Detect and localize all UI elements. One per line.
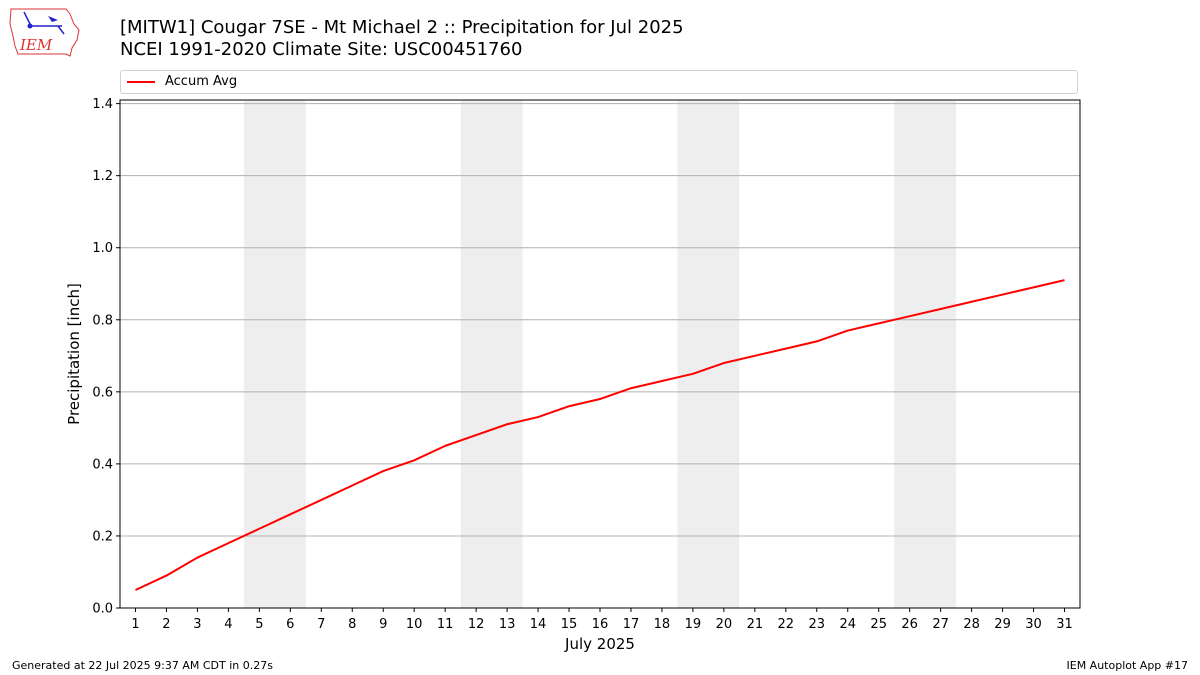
x-tick-label: 15 [561, 617, 578, 632]
x-tick-label: 21 [747, 617, 764, 632]
x-tick-label: 4 [224, 617, 232, 632]
x-tick-label: 13 [499, 617, 516, 632]
x-axis-label: July 2025 [564, 635, 635, 653]
iem-logo: IEM [9, 8, 80, 57]
y-tick-label: 0.0 [92, 602, 113, 617]
x-tick-label: 11 [437, 617, 454, 632]
weekend-band-3 [677, 100, 740, 608]
x-tick-label: 25 [870, 617, 887, 632]
y-tick-label: 0.8 [92, 313, 113, 328]
x-tick-label: 6 [286, 617, 294, 632]
x-tick-label: 14 [530, 617, 547, 632]
x-tick-label: 8 [348, 617, 356, 632]
x-tick-label: 12 [468, 617, 485, 632]
x-tick-label: 30 [1025, 617, 1042, 632]
weekend-band-2 [460, 100, 523, 608]
y-tick-label: 0.2 [92, 529, 113, 544]
legend-swatch-accum-avg [127, 81, 155, 83]
y-tick-label: 0.6 [92, 385, 113, 400]
x-tick-label: 19 [685, 617, 702, 632]
x-tick-label: 23 [809, 617, 826, 632]
chart-subtitle: NCEI 1991-2020 Climate Site: USC00451760 [120, 39, 523, 60]
x-tick-label: 29 [994, 617, 1011, 632]
x-tick-label: 3 [193, 617, 201, 632]
x-tick-label: 9 [379, 617, 387, 632]
x-tick-label: 10 [406, 617, 423, 632]
iowa-outline-icon [9, 8, 80, 57]
x-tick-label: 24 [839, 617, 856, 632]
y-axis-label: Precipitation [inch] [65, 283, 83, 425]
y-tick-label: 1.2 [92, 169, 113, 184]
x-tick-label: 28 [963, 617, 980, 632]
x-tick-label: 1 [131, 617, 139, 632]
weekend-band-4 [894, 100, 957, 608]
x-tick-label: 18 [654, 617, 671, 632]
x-tick-label: 17 [623, 617, 640, 632]
y-axis-ticks: 0.0 0.2 0.4 0.6 0.8 1.0 1.2 1.4 [92, 97, 120, 617]
y-tick-label: 0.4 [92, 457, 113, 472]
x-tick-label: 7 [317, 617, 325, 632]
x-tick-label: 2 [162, 617, 170, 632]
x-tick-label: 31 [1056, 617, 1073, 632]
series-line-accum-avg [135, 279, 1065, 591]
plot-frame [119, 99, 1081, 609]
y-tick-label: 1.0 [92, 241, 113, 256]
x-tick-label: 5 [255, 617, 263, 632]
legend-label-accum-avg: Accum Avg [165, 74, 238, 89]
logo-text: IEM [19, 36, 53, 54]
y-gridlines [120, 103, 1080, 537]
x-axis-ticks: 1 2 3 4 5 6 7 8 9 10 11 12 13 14 15 16 17 18 19 20 21 22 23 24 2… [131, 608, 1073, 632]
weekend-shading [243, 100, 957, 608]
x-tick-label: 27 [932, 617, 949, 632]
weekend-band-1 [243, 100, 306, 608]
y-tick-label: 1.4 [92, 97, 113, 112]
legend: Accum Avg [120, 70, 1078, 94]
series-layer [135, 279, 1065, 591]
footer-app: IEM Autoplot App #17 [1066, 659, 1189, 672]
x-tick-label: 20 [716, 617, 733, 632]
chart-title: [MITW1] Cougar 7SE - Mt Michael 2 :: Pre… [120, 17, 684, 38]
x-tick-label: 16 [592, 617, 609, 632]
x-tick-label: 26 [901, 617, 918, 632]
x-tick-label: 22 [778, 617, 795, 632]
footer-generated: Generated at 22 Jul 2025 9:37 AM CDT in … [12, 659, 273, 672]
